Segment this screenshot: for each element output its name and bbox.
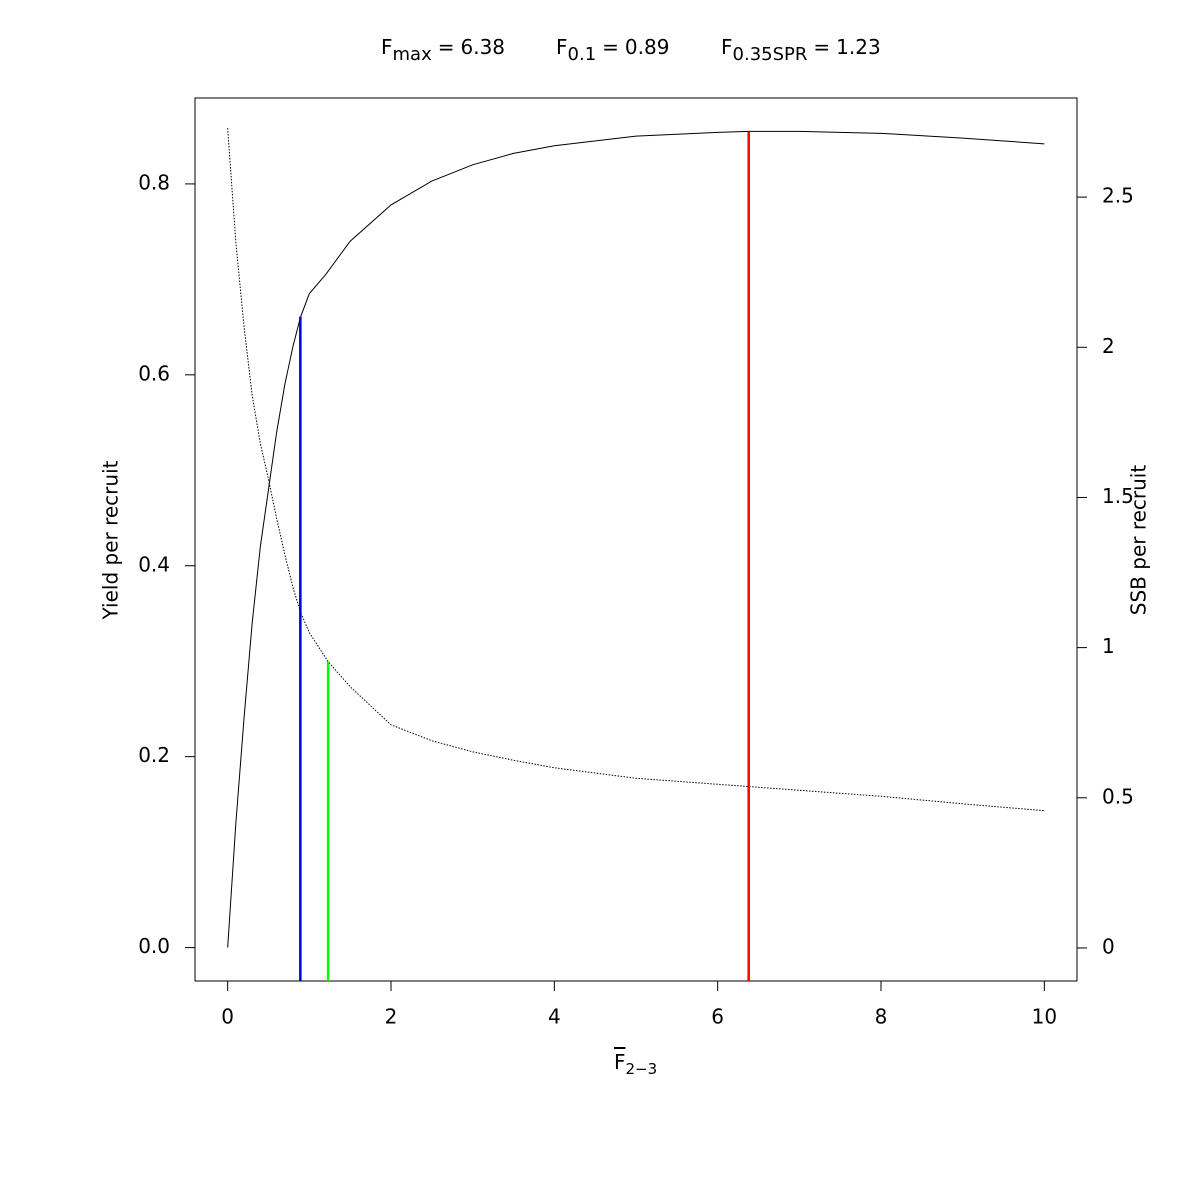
y-tick-label: 0.2 <box>138 743 170 767</box>
x-tick-label: 8 <box>875 1005 888 1029</box>
title-item: F0.1 = 0.89 <box>556 35 669 66</box>
y-tick-label: 0.0 <box>138 934 170 958</box>
y-tick-label: 0.8 <box>138 170 170 194</box>
x-label-subscript: 2−3 <box>626 1060 658 1078</box>
plot-frame <box>194 97 1078 982</box>
title-symbol: F <box>381 35 393 59</box>
y2-tick-label: 2 <box>1102 334 1115 358</box>
title-subscript: 0.35SPR <box>733 44 808 65</box>
x-tick-label: 10 <box>1032 1005 1057 1029</box>
series-line <box>227 127 1045 812</box>
x-label-symbol: F <box>614 1050 626 1074</box>
title-relation: = <box>813 35 830 59</box>
title-symbol: F <box>721 35 733 59</box>
x-tick-label: 0 <box>221 1005 234 1029</box>
y2-tick-label: 1 <box>1102 634 1115 658</box>
y-tick-label: 0.6 <box>138 361 170 385</box>
y2-tick-label: 0 <box>1102 934 1115 958</box>
y2-tick-label: 2.5 <box>1102 184 1134 208</box>
y2-axis-label: SSB per recruit <box>1127 465 1151 616</box>
title-value: 0.89 <box>625 35 670 59</box>
title-subscript: max <box>393 44 433 65</box>
series-line <box>227 130 1045 948</box>
y-axis-label: Yield per recruit <box>99 460 123 620</box>
title-relation: = <box>438 35 455 59</box>
y-tick-label: 0.4 <box>138 552 170 576</box>
x-tick-label: 6 <box>711 1005 724 1029</box>
title-item: Fmax = 6.38 <box>381 35 505 66</box>
y2-tick-label: 1.5 <box>1102 484 1134 508</box>
title-value: 6.38 <box>461 35 506 59</box>
title-value: 1.23 <box>836 35 881 59</box>
title-subscript: 0.1 <box>568 44 597 65</box>
title-symbol: F <box>556 35 568 59</box>
title-item: F0.35SPR = 1.23 <box>721 35 881 66</box>
x-tick-label: 4 <box>548 1005 561 1029</box>
title-relation: = <box>602 35 619 59</box>
x-axis-label: F2−3 <box>614 1050 657 1078</box>
y2-tick-label: 0.5 <box>1102 784 1134 808</box>
x-tick-label: 2 <box>385 1005 398 1029</box>
